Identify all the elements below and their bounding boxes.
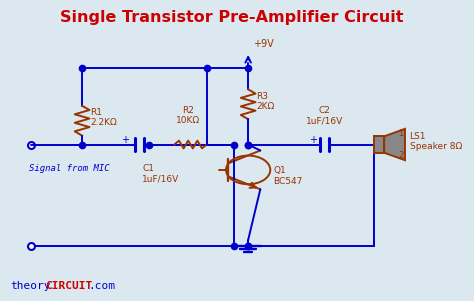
Text: C2
1uF/16V: C2 1uF/16V [306,106,343,125]
Polygon shape [384,129,405,160]
Text: Signal from MIC: Signal from MIC [29,164,109,173]
Text: C1
1uF/16V: C1 1uF/16V [142,164,179,183]
Text: R2
10KΩ: R2 10KΩ [176,106,200,125]
Text: +9V: +9V [253,39,273,49]
Text: CIRCUIT: CIRCUIT [45,281,92,291]
Text: 1: 1 [398,129,403,138]
Text: +: + [121,135,129,145]
Text: +: + [309,135,317,145]
Text: .com: .com [88,281,115,291]
Text: Q1
BC547: Q1 BC547 [273,166,303,185]
Bar [374,136,384,153]
Text: theory: theory [10,281,51,291]
Text: LS1
Speaker 8Ω: LS1 Speaker 8Ω [410,132,462,151]
Text: 2: 2 [398,151,403,160]
Text: Single Transistor Pre-Amplifier Circuit: Single Transistor Pre-Amplifier Circuit [60,10,404,25]
Text: R3
2KΩ: R3 2KΩ [256,92,275,111]
Text: R1
2.2KΩ: R1 2.2KΩ [91,108,117,127]
